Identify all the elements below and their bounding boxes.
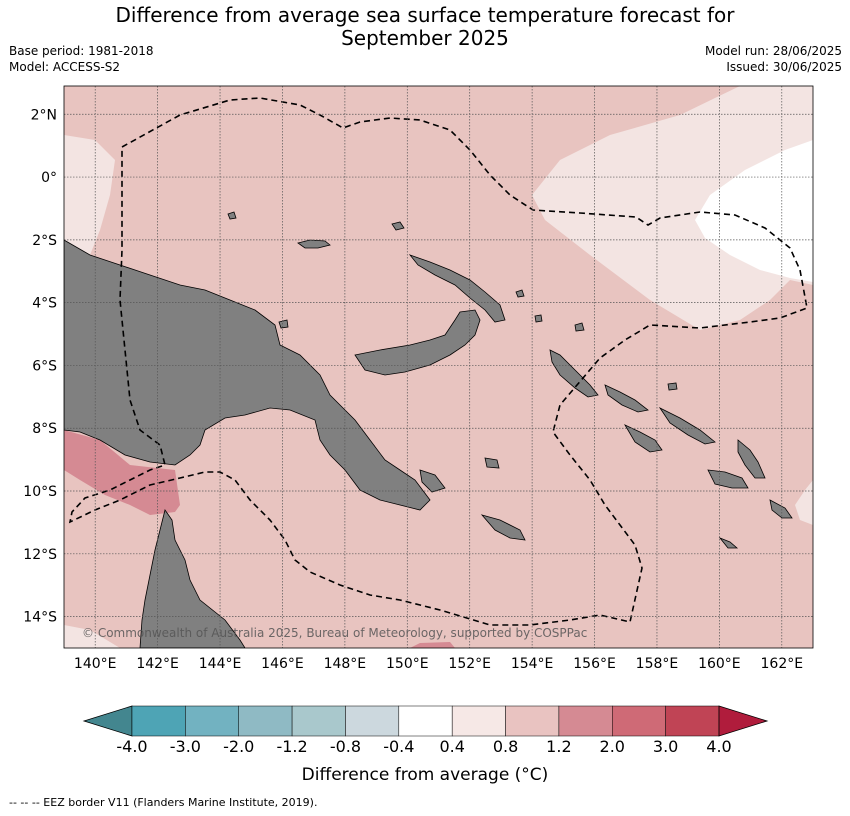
latitude-tick-label: 12°S: [23, 547, 57, 563]
louisiade-islands: [480, 514, 526, 541]
latitude-tick-label: 0°: [41, 170, 57, 186]
rennell-island: [718, 537, 739, 549]
longitude-tick-label: 150°E: [386, 656, 429, 672]
colorbar-tick-label: 4.0: [706, 737, 731, 756]
colorbar-segment: [665, 705, 720, 737]
latitude-tick-label: 14°S: [23, 610, 57, 626]
colorbar-tick-label: -0.8: [330, 737, 361, 756]
map-area: © Commonwealth of Australia 2025, Bureau…: [64, 86, 813, 648]
title-line-2: September 2025: [341, 26, 509, 50]
solomon-malaita: [737, 439, 766, 479]
new-ireland: [408, 254, 506, 323]
colorbar-segment: [131, 705, 186, 737]
colorbar-extend-low: [82, 705, 133, 737]
colorbar-tick-label: -4.0: [116, 737, 147, 756]
colorbar-segment: [345, 705, 400, 737]
colorbar-tick-label: 3.0: [653, 737, 678, 756]
longitude-tick-label: 158°E: [636, 656, 679, 672]
mussau-island: [391, 221, 405, 231]
anomaly-region-0.4-0.8-northeast: [532, 86, 813, 330]
wuvulu-island: [227, 211, 237, 220]
colorbar-tick-label: 0.4: [439, 737, 464, 756]
longitude-tick-label: 142°E: [136, 656, 179, 672]
anomaly-region-near-average: [695, 140, 813, 282]
woodlark-island: [574, 322, 585, 332]
longitude-tick-label: 148°E: [324, 656, 367, 672]
map-frame: [63, 85, 814, 649]
solomon-santa-isabel: [658, 406, 716, 445]
solomon-makira: [769, 499, 793, 519]
colorbar-tick-label: -2.0: [223, 737, 254, 756]
solomon-new-georgia: [624, 424, 663, 453]
colorbar: -4.0 -3.0 -2.0 -1.2 -0.8 -0.4 0.4 0.8 1.2 2.0 3.0 4…: [82, 705, 769, 785]
latitude-tick-label: 6°S: [32, 358, 57, 374]
longitude-tick-label: 162°E: [761, 656, 804, 672]
colorbar-segment: [505, 705, 560, 737]
latitude-tick-label: 2°S: [32, 233, 57, 249]
colorbar-extend-high: [718, 705, 769, 737]
eez-border: [68, 97, 808, 626]
cape-york-peninsula: [139, 509, 246, 648]
anomaly-region-1.2-2.0-south: [410, 642, 455, 648]
colorbar-tick-label: 2.0: [600, 737, 625, 756]
colorbar-tick-label: 0.8: [493, 737, 518, 756]
colorbar-tick-label: -1.2: [276, 737, 307, 756]
colorbar-segment: [451, 705, 506, 737]
longitude-tick-label: 152°E: [448, 656, 491, 672]
colorbar-label: Difference from average (°C): [302, 765, 549, 785]
longitude-tick-label: 160°E: [698, 656, 741, 672]
new-britain: [354, 309, 481, 376]
latitude-axis: 2°N 0° 2°S 4°S 6°S 8°S 10°S 12°S 14°S: [23, 107, 57, 625]
meta-left: Base period: 1981-2018 Model: ACCESS-S2: [9, 43, 154, 75]
meta-right: Model run: 28/06/2025 Issued: 30/06/2025: [705, 43, 842, 75]
longitude-tick-label: 146°E: [261, 656, 304, 672]
colorbar-segment: [612, 705, 666, 737]
colorbar-segment: [185, 705, 239, 737]
latitude-tick-label: 10°S: [23, 484, 57, 500]
copyright-text: © Commonwealth of Australia 2025, Bureau…: [82, 626, 587, 640]
lihir-island: [515, 289, 525, 298]
latitude-tick-label: 4°S: [32, 296, 57, 312]
colorbar-segment: [398, 705, 453, 737]
sst-anomaly-map: © Commonwealth of Australia 2025, Bureau…: [23, 85, 814, 672]
colorbar-tick-labels: -4.0 -3.0 -2.0 -1.2 -0.8 -0.4 0.4 0.8 1.2 2.0 3.0 4…: [116, 737, 731, 756]
colorbar-segment: [291, 705, 346, 737]
nissan-island: [534, 314, 543, 323]
dentrecasteaux-islands: [419, 469, 446, 493]
issued-date: Issued: 30/06/2025: [726, 60, 842, 74]
longitude-tick-label: 144°E: [199, 656, 242, 672]
gridlines: [64, 86, 813, 648]
longitude-tick-label: 154°E: [511, 656, 554, 672]
title-line-1: Difference from average sea surface temp…: [115, 3, 735, 27]
colorbar-tick-label: -0.4: [383, 737, 414, 756]
colorbar-tick-label: -3.0: [170, 737, 201, 756]
chart-title: Difference from average sea surface temp…: [0, 4, 850, 50]
anomaly-region-0.4-0.8-west: [64, 135, 115, 255]
longitude-axis: 140°E 142°E 144°E 146°E 148°E 150°E 152°E 154°E…: [74, 656, 803, 672]
bougainville: [549, 349, 599, 398]
trobriand-islands: [484, 457, 500, 469]
longitude-tick-label: 156°E: [573, 656, 616, 672]
colorbar-segment: [238, 705, 293, 737]
colorbar-tick-label: 1.2: [546, 737, 571, 756]
anomaly-region-1.2-2.0-gulf: [64, 430, 180, 515]
ontong-java: [667, 382, 678, 391]
anomaly-region-0.4-0.8-southwest: [64, 625, 120, 648]
eez-footnote: -- -- -- EEZ border V11 (Flanders Marine…: [9, 796, 318, 809]
solomon-guadalcanal: [707, 469, 749, 489]
karkar-island: [278, 319, 289, 329]
colorbar-segments: [82, 705, 769, 737]
model-name: Model: ACCESS-S2: [9, 60, 121, 74]
latitude-tick-label: 2°N: [31, 107, 57, 123]
colorbar-segment: [558, 705, 613, 737]
latitude-tick-label: 8°S: [32, 421, 57, 437]
longitude-tick-label: 140°E: [74, 656, 117, 672]
model-run: Model run: 28/06/2025: [704, 44, 842, 58]
solomon-choiseul: [604, 384, 649, 413]
base-period: Base period: 1981-2018: [9, 44, 154, 58]
